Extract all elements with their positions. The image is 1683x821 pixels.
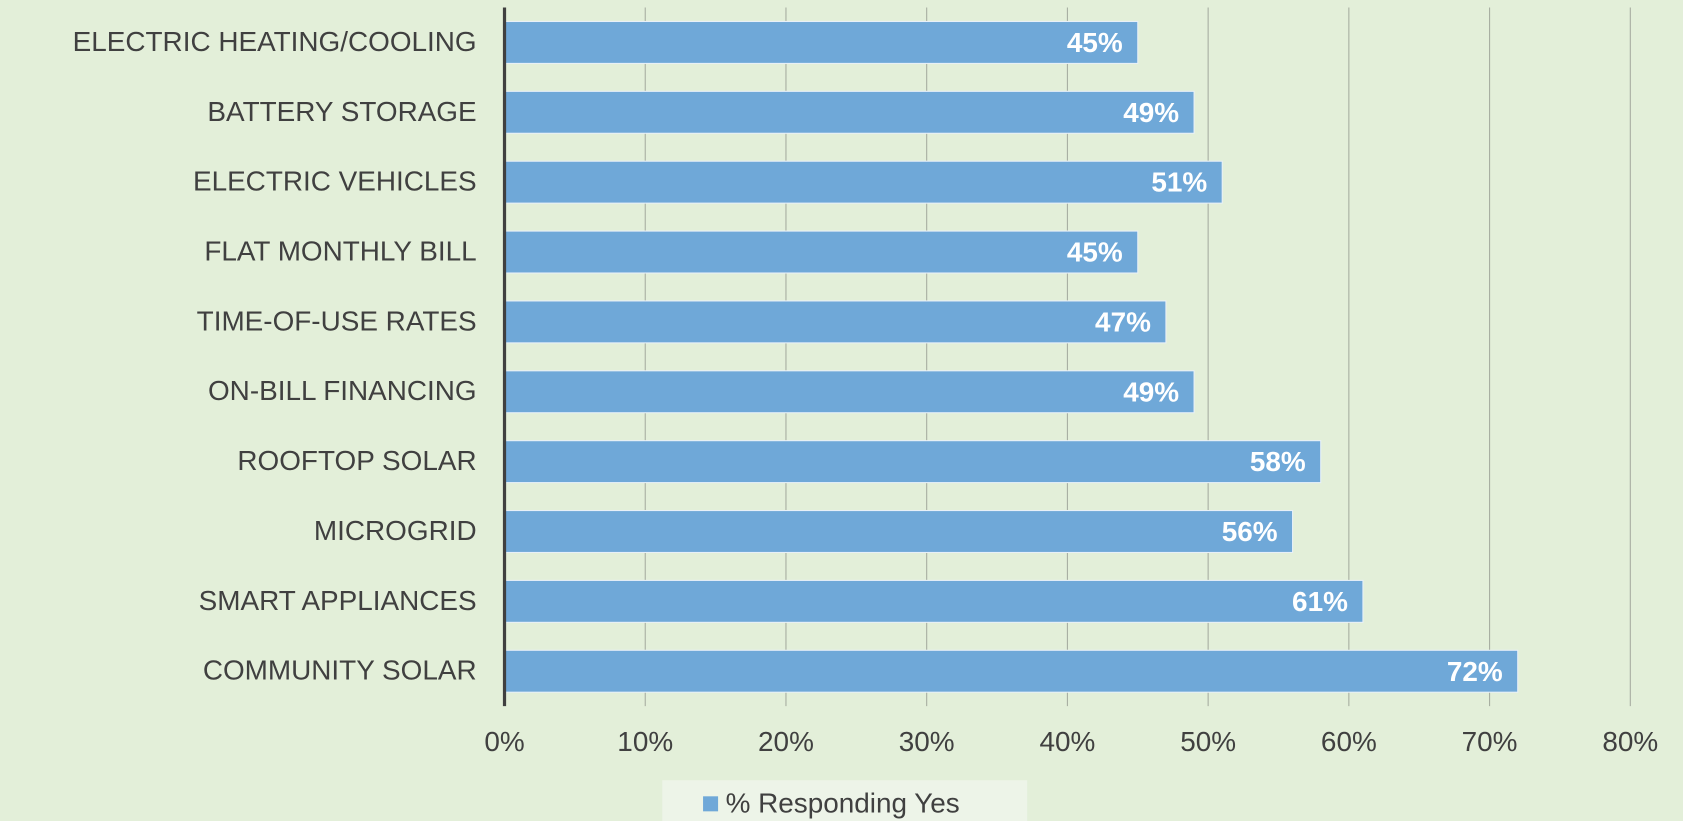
bar <box>503 370 1195 414</box>
x-tick-label: 0% <box>484 726 524 757</box>
legend-swatch <box>703 796 719 812</box>
bar <box>503 230 1139 274</box>
bar <box>503 649 1519 693</box>
x-tick-label: 30% <box>899 726 955 757</box>
bar <box>503 510 1294 553</box>
legend-box <box>662 780 1028 821</box>
x-tick-label: 80% <box>1602 726 1658 757</box>
x-tick-label: 10% <box>617 726 673 757</box>
bar <box>503 90 1195 134</box>
bar <box>503 300 1167 344</box>
data-label: 51% <box>1151 167 1207 198</box>
bar <box>503 440 1322 484</box>
y-tick-label: ELECTRIC HEATING/COOLING <box>73 26 477 57</box>
data-label: 45% <box>1067 27 1123 58</box>
x-tick-label: 50% <box>1180 726 1236 757</box>
bar <box>503 20 1139 64</box>
x-tick-label: 40% <box>1039 726 1095 757</box>
y-tick-label: MICROGRID <box>314 515 477 546</box>
y-tick-label: ON-BILL FINANCING <box>208 375 477 406</box>
x-tick-label: 70% <box>1462 726 1518 757</box>
data-label: 49% <box>1123 97 1179 128</box>
data-label: 47% <box>1095 306 1151 337</box>
data-label: 72% <box>1447 656 1503 687</box>
data-label: 58% <box>1250 446 1306 477</box>
x-tick-label: 20% <box>758 726 814 757</box>
bar <box>503 160 1223 204</box>
y-tick-label: BATTERY STORAGE <box>207 96 476 127</box>
y-tick-label: TIME-OF-USE RATES <box>197 305 477 336</box>
legend-label: % Responding Yes <box>726 787 960 818</box>
bar <box>503 579 1364 623</box>
data-label: 56% <box>1222 516 1278 547</box>
y-tick-label: SMART APPLIANCES <box>199 585 477 616</box>
y-tick-label: ELECTRIC VEHICLES <box>193 166 477 197</box>
y-tick-label: ROOFTOP SOLAR <box>237 445 476 476</box>
data-label: 49% <box>1123 376 1179 407</box>
data-label: 45% <box>1067 237 1123 268</box>
y-tick-label: COMMUNITY SOLAR <box>203 655 477 686</box>
x-tick-label: 60% <box>1321 726 1377 757</box>
data-label: 61% <box>1292 586 1348 617</box>
y-tick-label: FLAT MONTHLY BILL <box>204 235 476 266</box>
